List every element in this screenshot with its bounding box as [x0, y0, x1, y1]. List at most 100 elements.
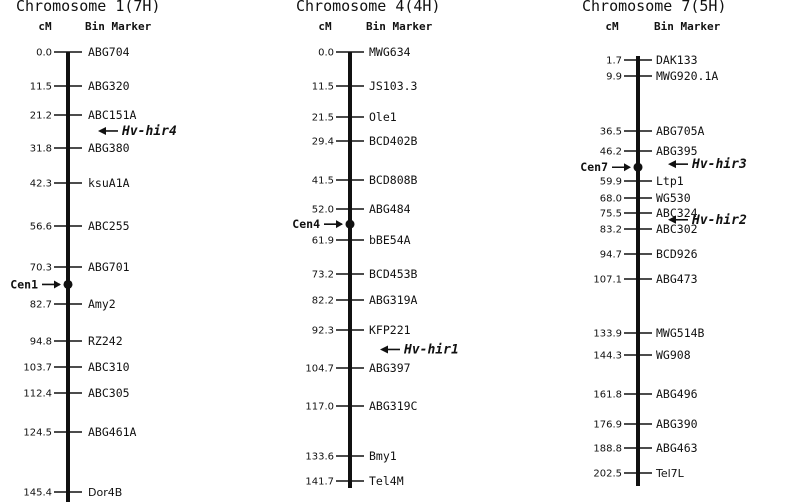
cm-header: cM [605, 20, 619, 33]
centromere-arrowhead [336, 220, 343, 229]
marker-name: ABG395 [656, 144, 698, 158]
marker-position: 133.6 [305, 452, 334, 463]
marker-position: 75.5 [600, 209, 622, 220]
centromere-dot [345, 219, 355, 229]
centromere-label: Cen7 [580, 160, 608, 174]
marker-name: ABC302 [656, 222, 698, 236]
marker-position: 202.5 [593, 469, 622, 480]
marker-name: KFP221 [369, 323, 411, 337]
marker-name: ABG704 [88, 45, 130, 59]
marker-name: Amy2 [88, 297, 116, 311]
marker-position: 11.5 [312, 82, 334, 93]
centromere-arrowhead [54, 280, 61, 289]
marker-position: 83.2 [600, 225, 622, 236]
marker-position: 0.0 [318, 48, 334, 59]
marker-name: ABG320 [88, 79, 130, 93]
marker-position: 31.8 [30, 144, 52, 155]
marker-position: 94.8 [30, 337, 52, 348]
marker-position: 70.3 [30, 263, 52, 274]
marker-name: ABG380 [88, 141, 130, 155]
marker-name: ABC305 [88, 386, 130, 400]
chromosome-1: Chromosome 1(7H) cM Bin Marker 0.0 ABG704… [10, 0, 177, 502]
chromosome-4: Chromosome 4(4H) cM Bin Marker 0.0 MWG634… [292, 0, 459, 488]
marker-name: ABC255 [88, 219, 130, 233]
centromere-label: Cen1 [10, 277, 38, 291]
marker-name: MWG634 [369, 45, 411, 59]
marker-name: Tel7L [655, 467, 685, 480]
bin-marker-header: Bin Marker [654, 20, 721, 33]
centromere-arrowhead [624, 163, 631, 172]
bin-marker-header: Bin Marker [366, 20, 433, 33]
marker-name: Ltp1 [656, 174, 684, 188]
chromosome-7: Chromosome 7(5H) cM Bin Marker 1.7 DAK133… [580, 0, 747, 486]
marker-position: 59.9 [600, 177, 622, 188]
marker-position: 141.7 [305, 477, 334, 488]
marker-name: ABC151A [88, 108, 137, 122]
marker-position: 21.2 [30, 111, 52, 122]
gene-arrowhead [380, 345, 388, 354]
marker-name: JS103.3 [369, 79, 418, 93]
marker-name: ABG397 [369, 361, 411, 375]
marker-position: 82.7 [30, 300, 52, 311]
marker-position: 82.2 [312, 296, 334, 307]
marker-name: ksuA1A [88, 176, 130, 190]
marker-name: ABG484 [369, 202, 411, 216]
marker-position: 94.7 [600, 250, 622, 261]
chromosome-title: Chromosome 1(7H) [16, 0, 161, 15]
marker-position: 188.8 [593, 444, 622, 455]
marker-position: 11.5 [30, 82, 52, 93]
marker-name: BCD453B [369, 267, 418, 281]
centromere-label: Cen4 [292, 217, 320, 231]
cm-header: cM [318, 20, 332, 33]
marker-name: MWG514B [656, 326, 705, 340]
marker-name: ABG390 [656, 417, 698, 431]
marker-name: ABC324 [656, 206, 698, 220]
chromosome-title: Chromosome 7(5H) [582, 0, 727, 15]
marker-name: bBE54A [369, 233, 411, 247]
marker-position: 133.9 [593, 329, 622, 340]
marker-name: ABG496 [656, 387, 698, 401]
marker-name: DAK133 [656, 53, 698, 67]
marker-position: 46.2 [600, 147, 622, 158]
marker-name: ABG461A [88, 425, 137, 439]
marker-name: ABG473 [656, 272, 698, 286]
marker-name: Dor4B [88, 486, 122, 499]
marker-name: RZ242 [88, 334, 123, 348]
marker-name: ABC310 [88, 360, 130, 374]
gene-label: Hv-hir4 [121, 124, 177, 139]
marker-position: 103.7 [23, 363, 52, 374]
marker-position: 112.4 [23, 389, 52, 400]
marker-position: 73.2 [312, 270, 334, 281]
marker-position: 176.9 [593, 420, 622, 431]
centromere-dot [633, 162, 643, 172]
marker-position: 92.3 [312, 326, 334, 337]
marker-name: BCD402B [369, 134, 418, 148]
marker-name: ABG705A [656, 124, 705, 138]
marker-name: ABG463 [656, 441, 698, 455]
marker-position: 52.0 [312, 205, 334, 216]
marker-position: 21.5 [312, 113, 334, 124]
marker-name: BCD808B [369, 173, 418, 187]
marker-position: 0.0 [36, 48, 52, 59]
gene-arrowhead [98, 126, 106, 135]
marker-position: 124.5 [23, 428, 52, 439]
marker-name: ABG319A [369, 293, 418, 307]
marker-position: 145.4 [23, 488, 52, 499]
marker-name: WG530 [656, 191, 691, 205]
marker-name: WG908 [656, 348, 691, 362]
marker-position: 36.5 [600, 127, 622, 138]
marker-name: Tel4M [369, 474, 404, 488]
cm-header: cM [38, 20, 52, 33]
marker-position: 42.3 [30, 179, 52, 190]
bin-marker-header: Bin Marker [85, 20, 152, 33]
marker-position: 41.5 [312, 176, 334, 187]
marker-position: 104.7 [305, 364, 334, 375]
gene-label: Hv-hir2 [691, 213, 747, 228]
marker-position: 144.3 [593, 351, 622, 362]
gene-label: Hv-hir1 [403, 342, 459, 357]
marker-position: 61.9 [312, 236, 334, 247]
chromosome-title: Chromosome 4(4H) [296, 0, 441, 15]
marker-name: ABG319C [369, 399, 418, 413]
marker-name: MWG920.1A [656, 69, 718, 83]
